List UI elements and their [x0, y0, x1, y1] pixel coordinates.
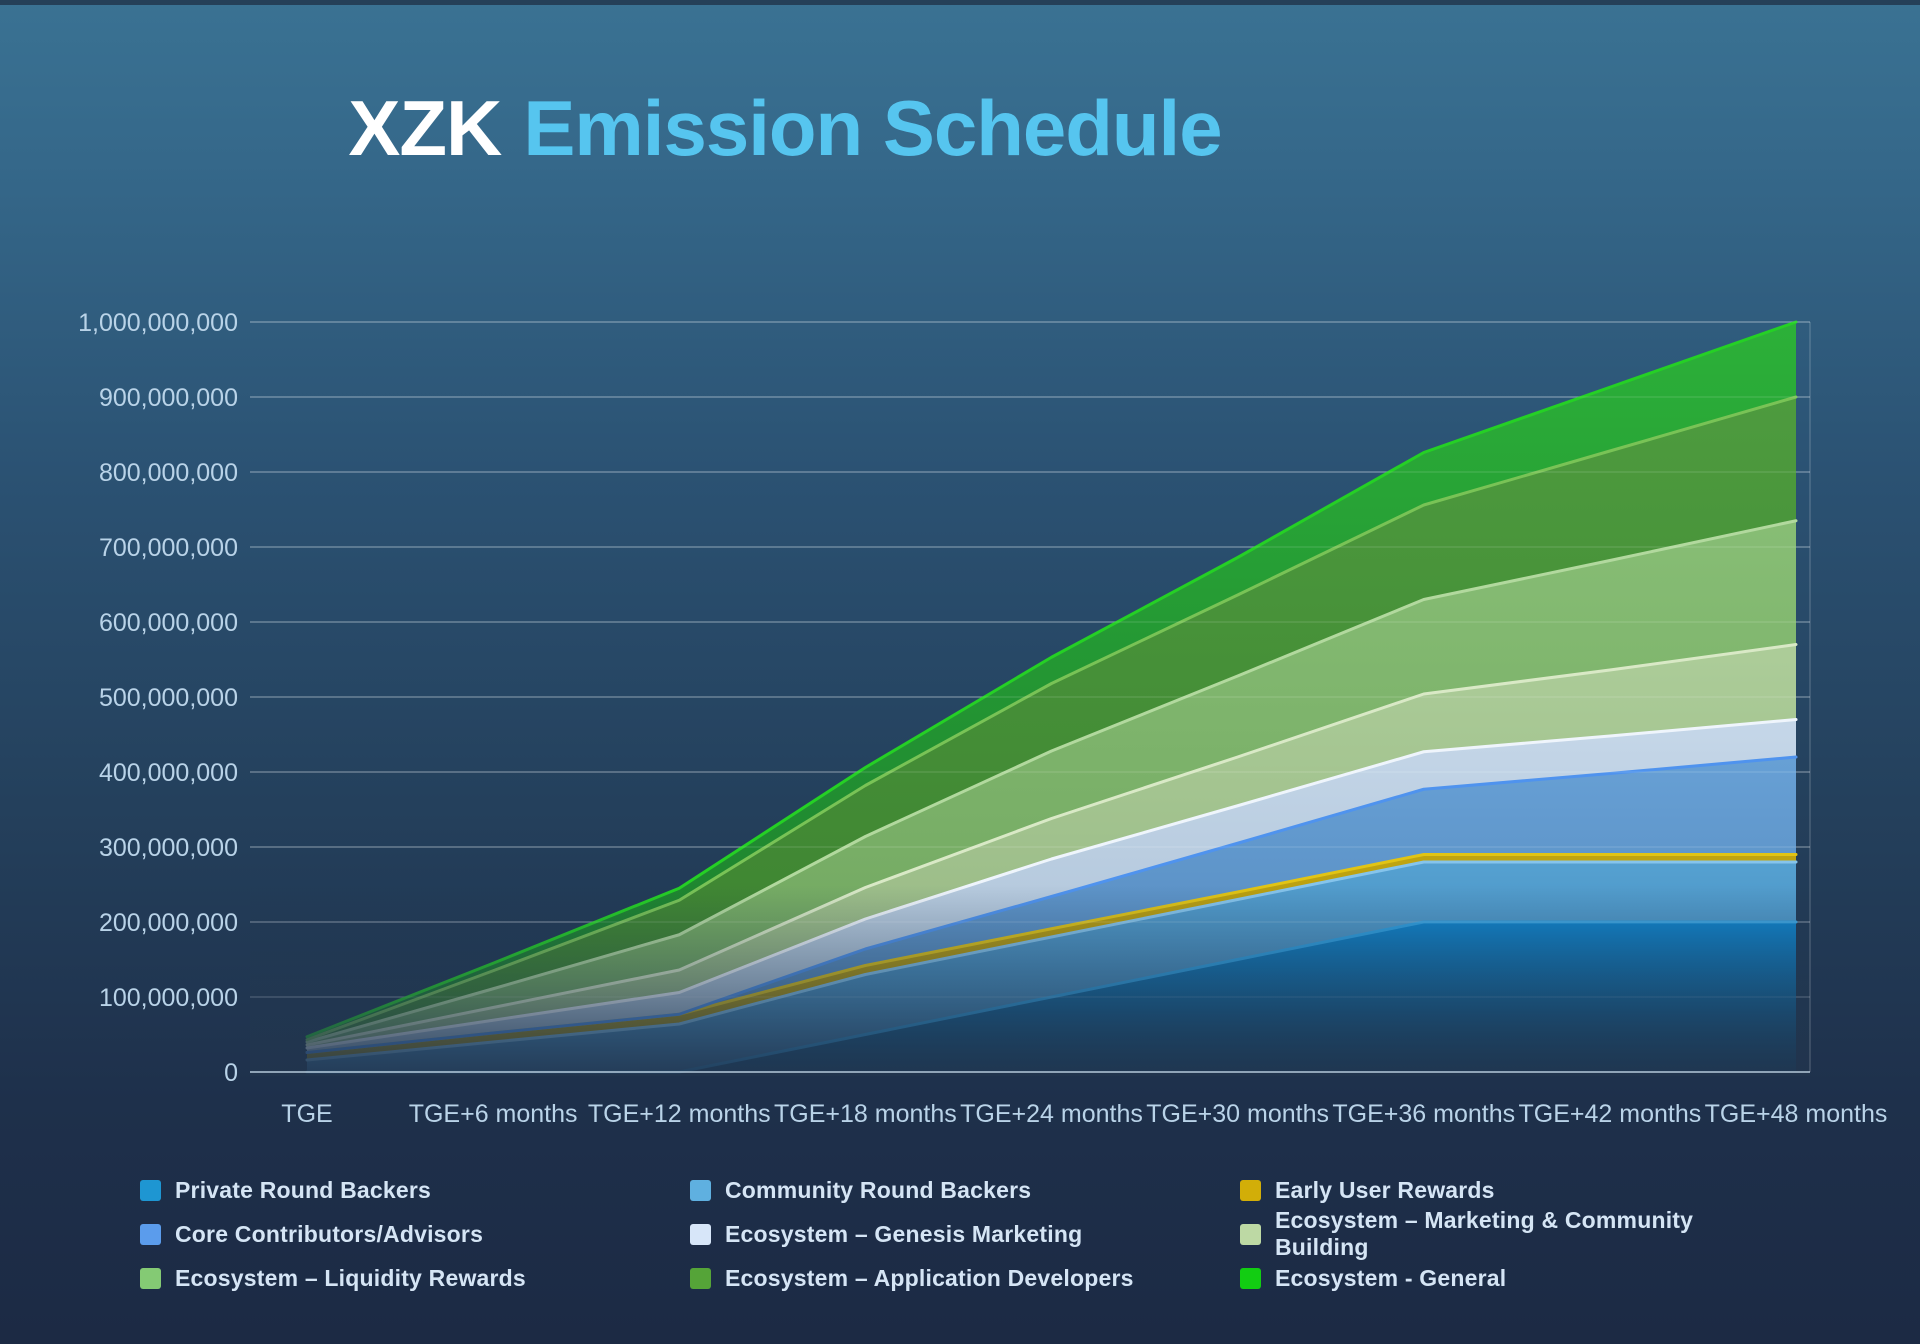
y-axis-tick-label: 100,000,000 [99, 984, 238, 1012]
legend-label: Ecosystem – Application Developers [725, 1264, 1134, 1291]
x-axis-tick-label: TGE+24 months [960, 1100, 1143, 1128]
page-title: XZK Emission Schedule [0, 87, 1570, 170]
y-axis-tick-label: 900,000,000 [99, 384, 238, 412]
legend-swatch-icon [690, 1223, 711, 1245]
legend-swatch-icon [140, 1179, 161, 1201]
legend-swatch-icon [1240, 1179, 1261, 1201]
title-text: Emission Schedule [523, 84, 1222, 172]
bottom-fade [250, 885, 1810, 1076]
y-axis-tick-label: 500,000,000 [99, 684, 238, 712]
y-axis-tick-label: 800,000,000 [99, 459, 238, 487]
legend-item: Ecosystem – Marketing & Community Buildi… [1240, 1207, 1790, 1261]
legend-label: Core Contributors/Advisors [175, 1220, 484, 1247]
legend-swatch-icon [140, 1223, 161, 1245]
x-axis-tick-label: TGE [281, 1100, 332, 1128]
y-axis-tick-label: 400,000,000 [99, 759, 238, 787]
area-ecosystem-application-developers [307, 397, 1796, 1042]
area-ecosystem-general [307, 322, 1796, 1040]
legend-swatch-icon [690, 1267, 711, 1289]
legend-item: Ecosystem – Application Developers [690, 1265, 1240, 1292]
legend-label: Community Round Backers [725, 1176, 1032, 1203]
x-axis-tick-label: TGE+18 months [774, 1100, 957, 1128]
legend-swatch-icon [1240, 1223, 1261, 1245]
y-axis-tick-label: 700,000,000 [99, 534, 238, 562]
legend-swatch-icon [140, 1267, 161, 1289]
area-ecosystem-liquidity-rewards [307, 520, 1796, 1045]
x-axis-tick-label: TGE+48 months [1705, 1100, 1888, 1128]
legend-item: Core Contributors/Advisors [140, 1221, 690, 1248]
legend-label: Ecosystem - General [1275, 1264, 1507, 1291]
y-axis-tick-label: 200,000,000 [99, 909, 238, 937]
top-edge-strip [0, 0, 1920, 5]
chart-legend: Private Round Backers Community Round Bac… [140, 1168, 1820, 1300]
legend-label: Ecosystem – Liquidity Rewards [175, 1264, 526, 1291]
area-ecosystem-marketing-community-building [307, 644, 1796, 1048]
x-axis-tick-label: TGE+36 months [1332, 1100, 1515, 1128]
legend-label: Private Round Backers [175, 1176, 432, 1203]
x-axis-tick-label: TGE+42 months [1519, 1100, 1702, 1128]
legend-label: Ecosystem – Genesis Marketing [725, 1220, 1083, 1247]
title-token-name: XZK [348, 84, 502, 172]
y-axis-tick-label: 1,000,000,000 [78, 309, 238, 337]
legend-label: Ecosystem – Marketing & Community Buildi… [1275, 1207, 1694, 1260]
chart-title: XZK Emission Schedule [0, 87, 1570, 170]
x-axis-tick-label: TGE+12 months [588, 1100, 771, 1128]
legend-item: Ecosystem - General [1240, 1265, 1790, 1292]
legend-swatch-icon [690, 1179, 711, 1201]
legend-swatch-icon [1240, 1267, 1261, 1289]
legend-item: Private Round Backers [140, 1177, 690, 1204]
legend-item: Community Round Backers [690, 1177, 1240, 1204]
x-axis-tick-label: TGE+6 months [409, 1100, 578, 1128]
legend-item: Ecosystem – Genesis Marketing [690, 1221, 1240, 1248]
y-axis-tick-label: 300,000,000 [99, 834, 238, 862]
legend-item: Ecosystem – Liquidity Rewards [140, 1265, 690, 1292]
y-axis-tick-label: 0 [224, 1059, 238, 1087]
x-axis-tick-label: TGE+30 months [1146, 1100, 1329, 1128]
y-axis-tick-label: 600,000,000 [99, 609, 238, 637]
legend-label: Early User Rewards [1275, 1176, 1495, 1203]
legend-item: Early User Rewards [1240, 1177, 1790, 1204]
